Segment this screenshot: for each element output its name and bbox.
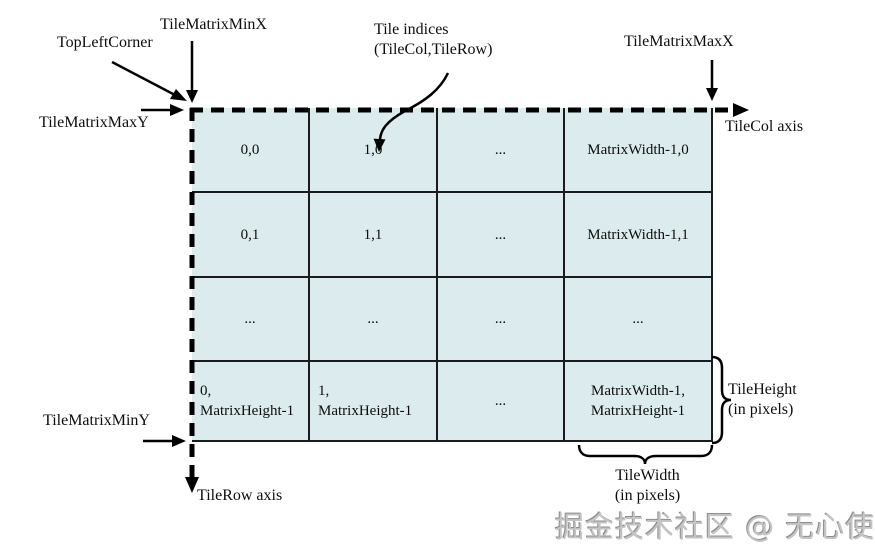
tilewidth-line1: TileWidth [615,467,680,484]
tile-cell-maxcol-0: MatrixWidth-1,0 [565,108,713,193]
tilewidth-brace-icon [577,444,714,465]
tilematrixminx-arrow-icon [186,41,198,103]
tile-cell-ellipsis-1: ... [438,193,565,278]
tile-cell-label: ... [494,226,507,243]
tile-cell-maxcol-1: MatrixWidth-1,1 [565,193,713,278]
tilematrixmaxx-arrow-icon [706,60,718,101]
tile-cell-label: MatrixHeight-1 [590,403,686,419]
tile-cell-label: ... [494,311,507,327]
tile-grid: 0,0 1,0 ... MatrixWidth-1,0 0,1 1,1 ... … [192,108,713,442]
tile-cell-1-maxrow: 1, MatrixHeight-1 [310,362,438,442]
tilematrixminy-label: TileMatrixMinY [43,412,150,429]
topleftcorner-label: TopLeftCorner [57,34,153,51]
tile-cell-maxcol-ellipsis: ... [565,278,713,362]
tile-cell-0-0: 0,0 [192,108,310,193]
tile-cell-label: MatrixHeight-1 [318,403,413,419]
tile-cell-label: ... [494,141,507,158]
tilerow-axis-label: TileRow axis [197,487,283,504]
tilematrixminy-arrow-icon [143,435,186,447]
topleftcorner-arrow-icon [111,60,187,101]
tile-cell-ellipsis-0: ... [438,108,565,193]
tile-cell-label: ... [494,393,507,409]
tile-cell-label: 1, [318,383,330,399]
tile-cell-label: 1,1 [363,226,383,243]
tilecol-axis-arrowhead-icon [733,103,749,117]
tile-cell-maxcol-maxrow: MatrixWidth-1, MatrixHeight-1 [565,362,713,442]
tile-cell-label: 0,1 [240,226,260,243]
tile-cell-label: 0,0 [240,141,260,158]
tile-cell-1-0: 1,0 [310,108,438,193]
tile-cell-1-1: 1,1 [310,193,438,278]
tilematrixmaxy-label: TileMatrixMaxY [39,114,149,131]
tile-cell-label: MatrixHeight-1 [200,403,295,419]
tile-cell-label: MatrixWidth-1,0 [587,141,689,158]
tile-indices-line2: (TileCol,TileRow) [374,41,493,58]
tilematrixmaxx-label: TileMatrixMaxX [624,33,734,50]
tilewidth-label: TileWidth (in pixels) [570,466,725,506]
watermark: 掘金技术社区 @ 无心使然 [555,510,875,544]
tile-indices-label: Tile indices (TileCol,TileRow) [374,20,492,60]
tileheight-label: TileHeight (in pixels) [728,380,797,420]
tile-cell-label: ... [632,311,644,327]
tile-cell-label: 1,0 [363,141,383,158]
tile-cell-label: MatrixWidth-1,1 [587,226,689,243]
tileheight-line1: TileHeight [728,381,797,398]
tile-cell-ellipsis-maxrow: ... [438,362,565,442]
tile-cell-1-ellipsis: ... [310,278,438,362]
tile-cell-label: ... [244,311,256,327]
tile-cell-label: ... [367,311,379,327]
tile-cell-0-1: 0,1 [192,193,310,278]
tile-cell-ellipsis-ellipsis: ... [438,278,565,362]
tile-cell-0-ellipsis: ... [192,278,310,362]
tile-cell-0-maxrow: 0, MatrixHeight-1 [192,362,310,442]
tileheight-line2: (in pixels) [728,401,794,418]
tile-cell-label: MatrixWidth-1, [591,383,685,399]
tilewidth-line2: (in pixels) [614,487,681,504]
tile-cell-label: 0, [200,383,212,399]
tilecol-axis-label: TileCol axis [725,118,804,135]
tilematrixminx-label: TileMatrixMinX [160,16,267,33]
tile-indices-line1: Tile indices [374,21,449,38]
